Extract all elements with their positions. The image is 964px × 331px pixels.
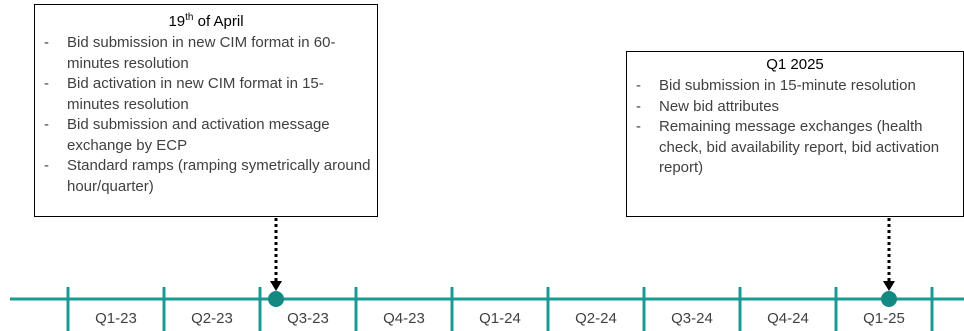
milestone-item: Bid activation in new CIM format in 15-m… [35, 74, 377, 115]
milestone-item: Standard ramps (ramping symetrically aro… [35, 156, 377, 197]
quarter-ticks [66, 287, 934, 331]
quarter-label-q2-24: Q2-24 [575, 310, 617, 327]
arrowhead-icon [270, 281, 282, 291]
quarter-label-q2-23: Q2-23 [191, 310, 233, 327]
quarter-label-q4-24: Q4-24 [767, 310, 809, 327]
milestone-item: Remaining message exchanges (health chec… [627, 117, 963, 179]
quarter-label-q4-23: Q4-23 [383, 310, 425, 327]
milestone-title: Q1 2025 [766, 56, 824, 73]
milestone-item: New bid attributes [627, 97, 963, 118]
quarter-label-q1-24: Q1-24 [479, 310, 521, 327]
milestone-items: Bid submission in 15-minute resolution N… [627, 76, 963, 179]
connector-april [270, 218, 282, 291]
connector-q1-2025 [883, 218, 895, 291]
milestone-box-q1-2025: Q1 2025 Bid submission in 15-minute reso… [626, 51, 964, 217]
arrowhead-icon [883, 281, 895, 291]
milestone-marker-april [268, 291, 284, 307]
milestone-item: Bid submission in new CIM format in 60-m… [35, 33, 377, 74]
quarter-label-q3-24: Q3-24 [671, 310, 713, 327]
milestone-items: Bid submission in new CIM format in 60-m… [35, 33, 377, 197]
milestone-title: 19th of April [168, 12, 244, 30]
quarter-label-q1-25: Q1-25 [863, 310, 905, 327]
milestone-marker-q1-2025 [881, 291, 897, 307]
quarter-label-q1-23: Q1-23 [95, 310, 137, 327]
milestone-item: Bid submission in 15-minute resolution [627, 76, 963, 97]
quarter-label-q3-23: Q3-23 [287, 310, 329, 327]
milestone-item: Bid submission and activation message ex… [35, 115, 377, 156]
milestone-box-april: 19th of April Bid submission in new CIM … [34, 4, 378, 217]
